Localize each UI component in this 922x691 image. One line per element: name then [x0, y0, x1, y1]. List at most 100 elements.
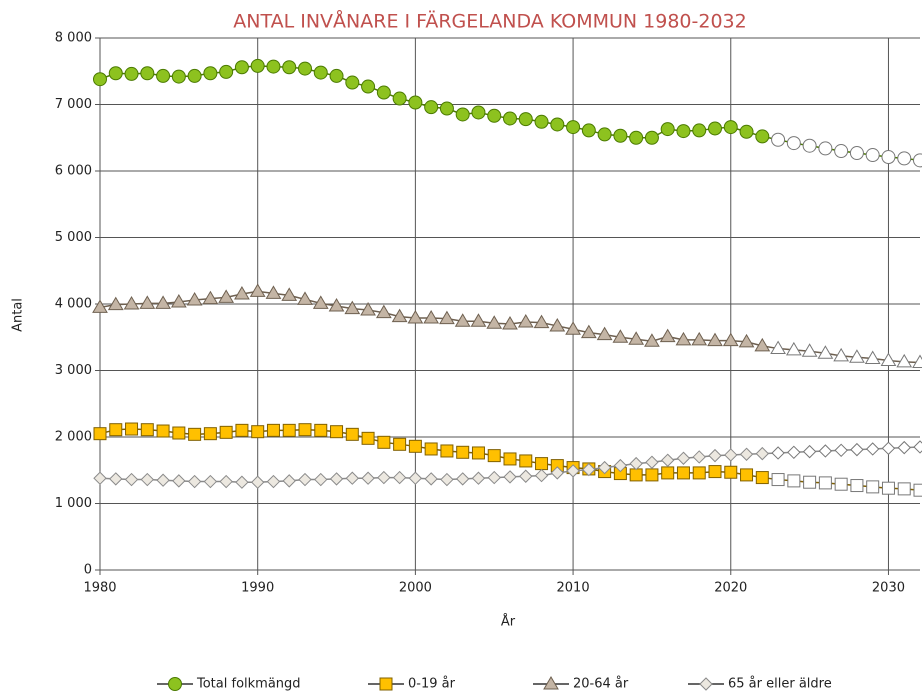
- marker: [913, 440, 922, 454]
- marker: [503, 452, 517, 466]
- marker: [92, 299, 108, 313]
- chart-title: ANTAL INVÅNARE I FÄRGELANDA KOMMUN 1980-…: [233, 10, 746, 33]
- legend-label: 20-64 år: [573, 677, 629, 691]
- marker: [297, 291, 313, 305]
- marker: [392, 470, 407, 485]
- marker: [375, 304, 392, 319]
- marker: [787, 445, 801, 460]
- marker: [644, 130, 659, 145]
- marker: [550, 466, 565, 480]
- marker: [676, 466, 690, 480]
- marker: [880, 352, 897, 367]
- marker: [440, 444, 454, 458]
- marker: [470, 313, 487, 327]
- marker: [787, 474, 801, 488]
- marker: [724, 448, 738, 462]
- marker: [503, 470, 517, 484]
- marker: [314, 472, 328, 487]
- marker: [328, 298, 345, 312]
- marker: [519, 469, 533, 483]
- marker: [518, 112, 533, 127]
- x-tick-label: 1980: [83, 581, 116, 596]
- marker: [393, 437, 407, 451]
- legend-marker: [543, 676, 559, 690]
- marker: [298, 61, 312, 76]
- marker: [517, 313, 534, 328]
- marker: [503, 111, 517, 126]
- marker: [471, 471, 486, 485]
- marker: [818, 141, 833, 156]
- marker: [864, 350, 881, 365]
- marker: [439, 310, 455, 325]
- y-tick-label: 3 000: [55, 363, 92, 378]
- x-axis-label: År: [501, 614, 516, 630]
- marker: [722, 332, 739, 347]
- marker: [881, 150, 896, 165]
- marker: [219, 474, 233, 489]
- y-tick-label: 0: [84, 563, 92, 578]
- marker: [187, 474, 202, 489]
- marker: [454, 313, 471, 327]
- x-tick-label: 2020: [714, 581, 747, 596]
- marker: [313, 65, 328, 80]
- marker: [186, 292, 203, 306]
- marker: [265, 285, 282, 299]
- marker: [93, 427, 107, 441]
- marker: [692, 450, 706, 464]
- marker: [535, 457, 549, 471]
- marker: [755, 471, 769, 485]
- marker: [566, 464, 580, 478]
- marker: [612, 329, 629, 343]
- marker: [739, 447, 754, 461]
- marker: [676, 451, 691, 465]
- marker: [203, 474, 218, 489]
- marker: [818, 444, 833, 458]
- marker: [281, 287, 298, 301]
- marker: [282, 423, 296, 437]
- marker: [298, 472, 312, 487]
- marker: [865, 148, 880, 163]
- marker: [455, 472, 470, 486]
- marker: [534, 114, 549, 129]
- marker: [234, 60, 249, 75]
- marker: [629, 130, 644, 145]
- marker: [834, 144, 849, 159]
- marker: [93, 471, 107, 485]
- marker: [250, 58, 265, 73]
- marker: [645, 455, 659, 469]
- marker: [235, 475, 249, 489]
- marker: [282, 474, 296, 488]
- legend-label: 0-19 år: [408, 677, 456, 691]
- marker: [487, 449, 501, 463]
- y-tick-label: 8 000: [55, 31, 92, 46]
- marker: [708, 448, 722, 463]
- marker: [93, 72, 107, 87]
- marker: [125, 422, 139, 436]
- marker: [833, 347, 850, 362]
- marker: [266, 423, 280, 437]
- marker: [107, 296, 124, 311]
- marker: [109, 472, 123, 486]
- marker: [897, 440, 911, 455]
- marker: [440, 472, 454, 487]
- marker: [188, 427, 202, 441]
- marker: [391, 308, 408, 323]
- marker: [282, 60, 297, 75]
- marker: [817, 345, 834, 359]
- marker: [155, 295, 171, 309]
- marker: [219, 64, 234, 79]
- marker: [660, 122, 675, 137]
- legend-marker: [699, 677, 713, 691]
- marker: [266, 474, 281, 489]
- marker: [739, 124, 754, 139]
- marker: [533, 314, 550, 329]
- marker: [549, 317, 566, 332]
- marker: [487, 108, 502, 123]
- marker: [124, 66, 139, 81]
- legend-label: Total folkmängd: [196, 677, 301, 691]
- marker: [170, 294, 187, 308]
- marker: [566, 120, 581, 135]
- marker: [140, 66, 155, 81]
- marker: [140, 472, 155, 487]
- marker: [314, 423, 328, 437]
